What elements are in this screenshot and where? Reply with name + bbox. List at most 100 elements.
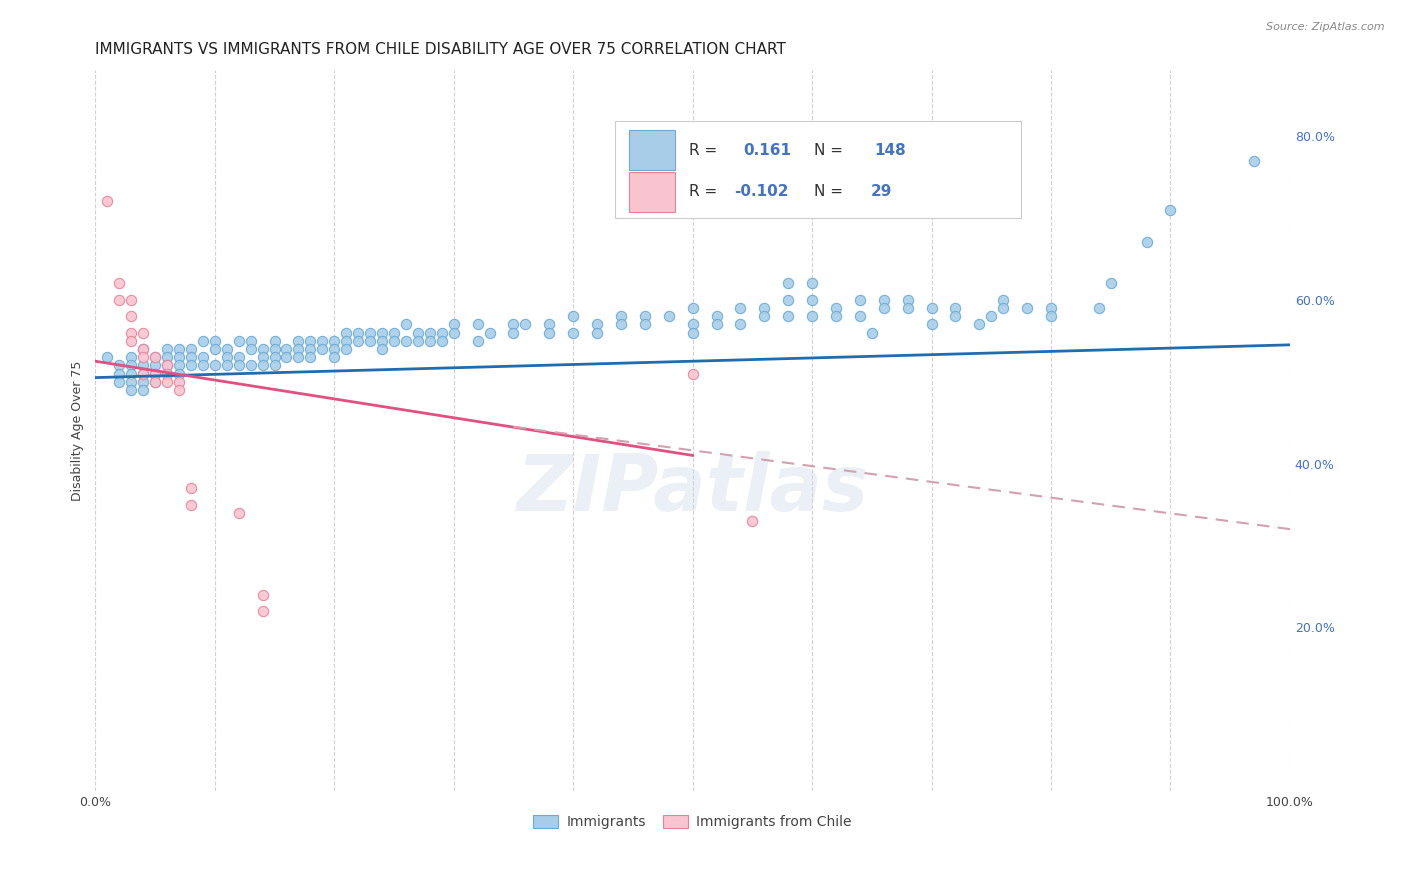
Point bbox=[143, 367, 166, 381]
Point bbox=[538, 318, 561, 332]
Point bbox=[132, 326, 155, 340]
Point bbox=[143, 375, 166, 389]
Text: Source: ZipAtlas.com: Source: ZipAtlas.com bbox=[1267, 22, 1385, 32]
Point bbox=[239, 359, 262, 373]
Point bbox=[586, 318, 609, 332]
Point bbox=[1017, 301, 1039, 315]
Point bbox=[156, 359, 179, 373]
Point bbox=[180, 350, 202, 364]
Point bbox=[1099, 277, 1122, 291]
Point bbox=[156, 350, 179, 364]
Point bbox=[873, 301, 896, 315]
Point bbox=[921, 318, 943, 332]
Point bbox=[263, 359, 285, 373]
Point bbox=[156, 359, 179, 373]
Point bbox=[120, 293, 142, 307]
Point bbox=[741, 514, 763, 528]
Point bbox=[132, 375, 155, 389]
Point bbox=[180, 498, 202, 512]
Point bbox=[502, 318, 524, 332]
Legend: Immigrants, Immigrants from Chile: Immigrants, Immigrants from Chile bbox=[527, 809, 858, 835]
Point bbox=[382, 334, 405, 348]
Point bbox=[371, 326, 394, 340]
Bar bbox=[630, 130, 675, 169]
Point bbox=[108, 293, 131, 307]
Point bbox=[108, 367, 131, 381]
Point bbox=[143, 350, 166, 364]
Point bbox=[706, 309, 728, 323]
Point bbox=[682, 318, 704, 332]
Point bbox=[143, 367, 166, 381]
Point bbox=[443, 326, 465, 340]
Point bbox=[634, 318, 657, 332]
Point bbox=[120, 350, 142, 364]
Point bbox=[120, 359, 142, 373]
Point bbox=[132, 350, 155, 364]
Point bbox=[897, 301, 920, 315]
Text: N =: N = bbox=[814, 143, 844, 158]
Point bbox=[143, 359, 166, 373]
Point bbox=[359, 326, 381, 340]
Point bbox=[347, 326, 370, 340]
Point bbox=[323, 350, 346, 364]
Point bbox=[897, 293, 920, 307]
Point bbox=[299, 342, 322, 356]
Point bbox=[419, 334, 441, 348]
Point bbox=[132, 383, 155, 397]
Point bbox=[825, 309, 848, 323]
Point bbox=[204, 342, 226, 356]
Point bbox=[167, 375, 190, 389]
Point bbox=[873, 293, 896, 307]
Point bbox=[335, 334, 357, 348]
Point bbox=[252, 604, 274, 618]
Point bbox=[921, 301, 943, 315]
Point bbox=[801, 309, 824, 323]
Point bbox=[610, 309, 633, 323]
Point bbox=[323, 334, 346, 348]
Point bbox=[96, 350, 118, 364]
Point bbox=[287, 342, 309, 356]
Point bbox=[406, 326, 429, 340]
Point bbox=[120, 326, 142, 340]
Point bbox=[730, 301, 752, 315]
Point bbox=[191, 350, 214, 364]
Point bbox=[778, 293, 800, 307]
Point bbox=[562, 309, 585, 323]
Point bbox=[515, 318, 537, 332]
Point bbox=[1040, 309, 1063, 323]
Point bbox=[120, 334, 142, 348]
Point bbox=[108, 359, 131, 373]
Point bbox=[1087, 301, 1109, 315]
Text: -0.102: -0.102 bbox=[734, 185, 789, 200]
Point bbox=[406, 334, 429, 348]
Point bbox=[1040, 301, 1063, 315]
Point bbox=[801, 293, 824, 307]
Point bbox=[860, 326, 883, 340]
Point bbox=[191, 334, 214, 348]
Point bbox=[754, 301, 776, 315]
Point bbox=[730, 318, 752, 332]
Point bbox=[156, 375, 179, 389]
Point bbox=[359, 334, 381, 348]
Point bbox=[754, 309, 776, 323]
Point bbox=[204, 359, 226, 373]
Point bbox=[239, 334, 262, 348]
Point bbox=[132, 342, 155, 356]
Point bbox=[156, 367, 179, 381]
Point bbox=[239, 342, 262, 356]
Point bbox=[191, 359, 214, 373]
Point bbox=[430, 334, 453, 348]
Point bbox=[156, 342, 179, 356]
Point bbox=[167, 359, 190, 373]
Point bbox=[395, 334, 418, 348]
Point bbox=[371, 334, 394, 348]
Point bbox=[180, 359, 202, 373]
Point bbox=[108, 277, 131, 291]
Point bbox=[478, 326, 501, 340]
Point bbox=[610, 318, 633, 332]
Point bbox=[167, 367, 190, 381]
Point bbox=[562, 326, 585, 340]
Point bbox=[263, 342, 285, 356]
Point bbox=[443, 318, 465, 332]
Point bbox=[778, 309, 800, 323]
